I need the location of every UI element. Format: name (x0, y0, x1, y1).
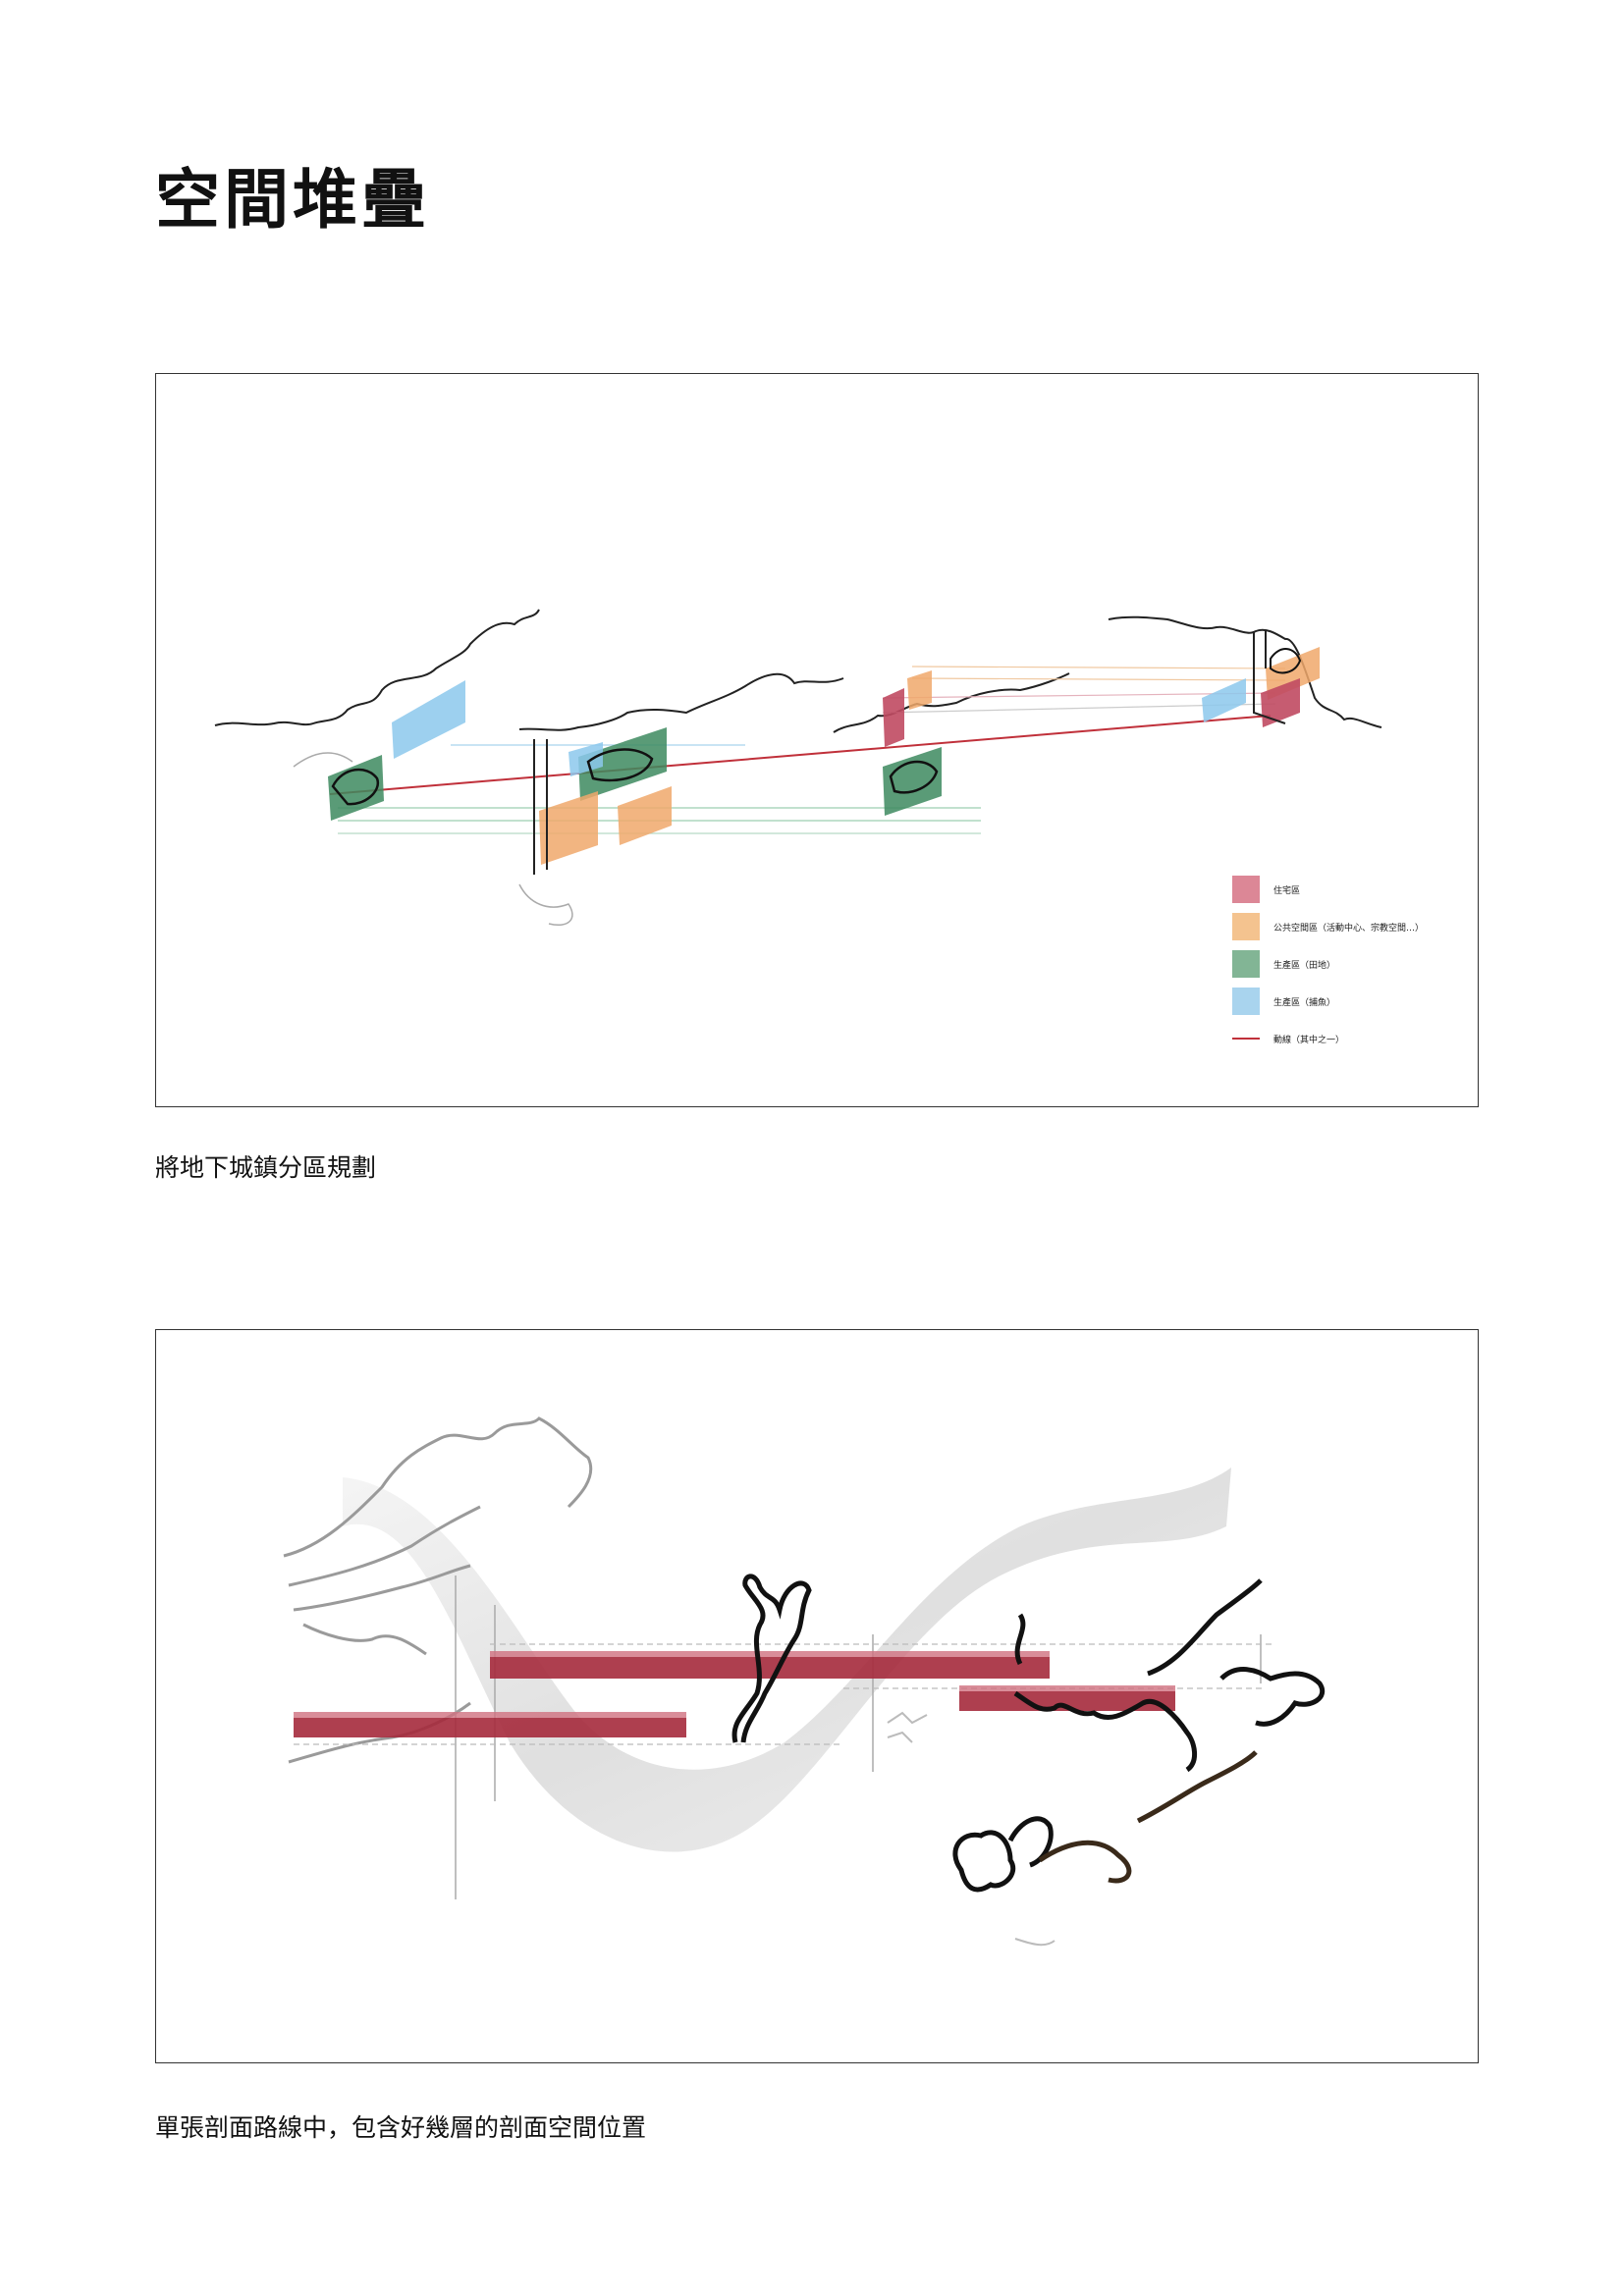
legend-item-public: 公共空間區（活動中心、宗教空間…） (1232, 912, 1424, 941)
legend-item-residential: 住宅區 (1232, 875, 1300, 904)
cave-outline-6 (1219, 1667, 1325, 1727)
grey-topo-1 (283, 1416, 593, 1558)
terrain-line-right (1108, 615, 1382, 728)
legend-item-fishing: 生產區（捕魚） (1232, 987, 1335, 1016)
cave-outline-1 (731, 1574, 812, 1743)
legend-swatch-residential (1232, 876, 1260, 903)
cave-outline-3 (1014, 1578, 1263, 1677)
section-bar-top (490, 1651, 1050, 1679)
section-diagram (283, 1416, 1325, 1947)
cave-outline-2 (1013, 1690, 1197, 1773)
legend-swatch-public (1232, 913, 1260, 940)
legend-label: 生產區（田地） (1273, 960, 1336, 971)
section-diagram-frame (155, 1329, 1479, 2063)
farm-zone-mid (578, 727, 667, 801)
zone-group-mid-right (883, 670, 942, 816)
zone-group-left (293, 680, 465, 821)
zone-group-mid (518, 727, 672, 926)
grey-topo-3 (293, 1564, 471, 1612)
terrain-line-mid2 (833, 672, 1070, 733)
grey-topo-2 (288, 1505, 481, 1587)
cave-outline-brown-1 (1038, 1840, 1132, 1884)
connector-pink-1 (882, 692, 1276, 699)
residential-zone-right (1261, 678, 1300, 727)
legend-label: 公共空間區（活動中心、宗教空間…） (1273, 923, 1425, 934)
caption-zoning: 將地下城鎮分區規劃 (155, 1153, 377, 1182)
legend-item-farm: 生產區（田地） (1232, 949, 1335, 979)
caption-section: 單張剖面路線中，包含好幾層的剖面空間位置 (155, 2113, 647, 2142)
fishing-zone-left (392, 680, 465, 759)
connector-orange-1 (911, 666, 1286, 669)
public-zone-mid-1 (539, 791, 598, 865)
section-bar-left (294, 1712, 686, 1737)
legend-line-route (1232, 1038, 1260, 1040)
grey-topo-5 (302, 1623, 427, 1656)
residential-zone-mid-right (883, 688, 904, 747)
legend-swatch-fishing (1232, 988, 1260, 1015)
fishing-zone-right (1202, 678, 1246, 722)
route-line (329, 715, 1272, 795)
terrain-line-left (214, 609, 540, 726)
zoning-diagram-frame: 住宅區 公共空間區（活動中心、宗教空間…） 生產區（田地） 生產區（捕魚） 動線… (155, 373, 1479, 1107)
legend-label: 住宅區 (1273, 885, 1301, 896)
page-title: 空間堆疊 (155, 162, 430, 238)
section-bar-right (959, 1685, 1175, 1711)
cave-outline-4 (952, 1830, 1015, 1893)
grey-fragment-2 (1014, 1938, 1056, 1947)
zoning-diagram (214, 609, 1382, 926)
section-ribbon (343, 1468, 1231, 1852)
legend-label: 動線（其中之一） (1273, 1035, 1345, 1045)
fishing-zone-mid (568, 742, 603, 776)
grey-fragment-1 (887, 1711, 928, 1743)
cave-outline-brown-2 (1136, 1750, 1258, 1824)
zone-group-right (1202, 631, 1320, 727)
terrain-line-mid (518, 672, 844, 731)
public-zone-mid-right (907, 670, 932, 710)
legend-label: 生產區（捕魚） (1273, 997, 1336, 1008)
connector-orange-2 (911, 677, 1286, 681)
legend-item-route: 動線（其中之一） (1232, 1024, 1344, 1053)
farm-zone-left (328, 755, 384, 821)
public-zone-mid-2 (618, 786, 672, 845)
legend-swatch-farm (1232, 950, 1260, 978)
